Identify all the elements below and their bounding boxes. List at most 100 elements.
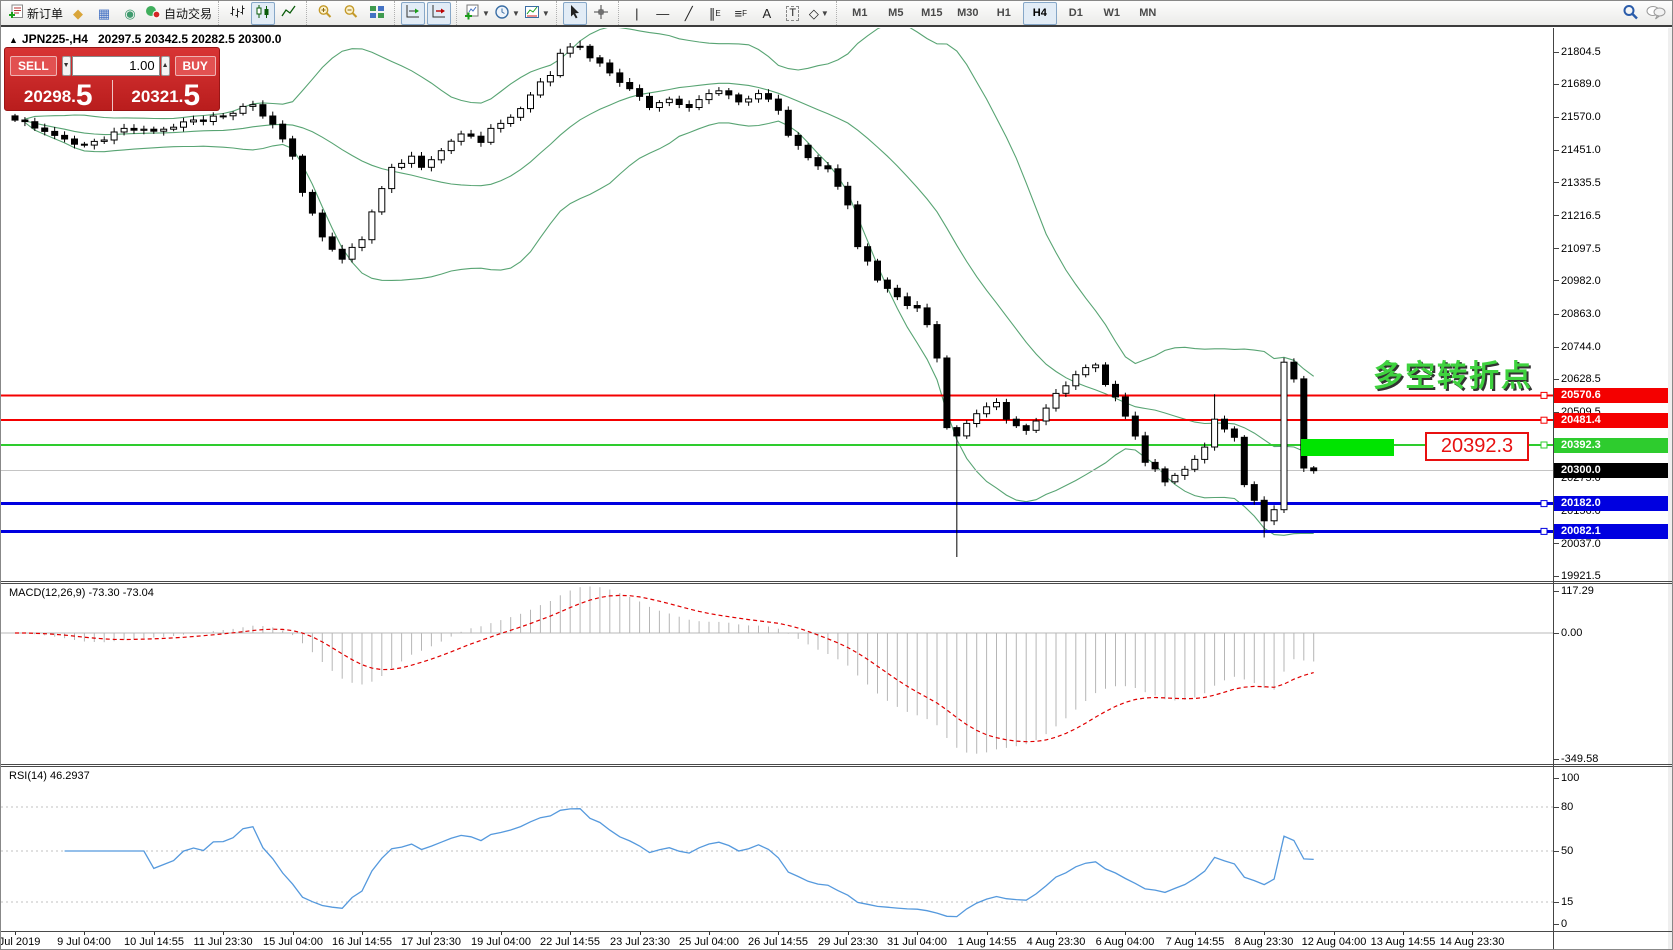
horizontal-line-icon: — <box>656 5 670 21</box>
new-order-button[interactable]: 新订单 <box>7 2 64 25</box>
bearish-candle <box>893 287 901 298</box>
timeframe-H4[interactable]: H4 <box>1022 1 1057 25</box>
sell-button[interactable]: SELL <box>10 55 57 76</box>
bearish-candle <box>338 248 346 260</box>
volume-input[interactable] <box>71 55 160 76</box>
vertical-line-icon: | <box>635 5 639 21</box>
templates-button[interactable]: ▼ <box>523 2 551 25</box>
chart-title: ▲ JPN225-,H4 20297.5 20342.5 20282.5 20300… <box>9 32 281 46</box>
bullish-candle <box>1191 458 1199 470</box>
collapse-arrow-icon[interactable]: ▲ <box>9 35 18 45</box>
chevron-down-icon[interactable]: ▼ <box>541 8 550 18</box>
price-tag: 20082.1 <box>1554 524 1669 539</box>
bullish-candle <box>745 98 753 103</box>
bollinger-middle-band[interactable] <box>24 82 1314 456</box>
chevron-down-icon[interactable]: ▼ <box>482 8 490 18</box>
new-chart-button[interactable]: ▼ <box>463 2 491 25</box>
tile-windows-icon[interactable] <box>365 2 389 25</box>
auto-scroll-icon[interactable] <box>427 1 452 25</box>
macd-axis-tick: 117.29 <box>1561 585 1594 597</box>
macd-label: MACD(12,26,9) -73.30 -73.04 <box>9 587 154 599</box>
bearish-candle <box>1151 461 1159 470</box>
text-label-icon[interactable]: T <box>781 2 805 25</box>
line-drag-handle[interactable] <box>1540 391 1548 399</box>
timeframe-M5[interactable]: M5 <box>888 7 904 19</box>
crosshair-icon[interactable] <box>589 2 613 25</box>
vertical-line-icon[interactable]: | <box>625 2 649 25</box>
periodicity-button[interactable]: ▼ <box>493 2 521 25</box>
price-callout-box[interactable]: 20392.3 <box>1425 432 1529 461</box>
zoom-out-icon[interactable] <box>339 2 363 25</box>
axis-tick-mark <box>1554 150 1559 151</box>
price-axis-tick: 21689.0 <box>1561 78 1601 90</box>
tick-chart-icon[interactable]: ◉ <box>118 2 142 25</box>
chart-shift-icon[interactable] <box>401 1 426 25</box>
bullish-candle <box>556 52 564 77</box>
main-chart-canvas[interactable] <box>1 28 1553 581</box>
trendline-icon[interactable]: ╱ <box>677 2 701 25</box>
bearish-candle <box>1290 361 1298 380</box>
bar-chart-icon[interactable] <box>225 2 249 25</box>
panel-separator[interactable] <box>1 764 1672 765</box>
timeframe-D1[interactable]: D1 <box>1068 7 1083 19</box>
charts-window-icon[interactable]: ▦ <box>92 2 116 25</box>
timeframe-M30[interactable]: M30 <box>957 7 979 19</box>
time-axis-tick-mark <box>570 932 571 935</box>
price-axis[interactable]: 21804.5 21689.0 21570.0 21451.0 21335.5 21216… <box>1553 28 1669 949</box>
timeframe-MN[interactable]: MN <box>1139 7 1157 19</box>
bullish-candle <box>209 115 217 122</box>
buy-price[interactable]: 20321 . 5 <box>113 79 220 112</box>
line-drag-handle[interactable] <box>1540 500 1548 508</box>
zoom-in-icon <box>317 4 333 23</box>
line-drag-handle[interactable] <box>1540 416 1548 424</box>
zoom-in-icon[interactable] <box>313 2 337 25</box>
fibonacci-icon[interactable]: ≡ F <box>734 5 748 21</box>
bearish-candle <box>844 185 852 206</box>
bearish-candle <box>854 204 862 248</box>
sell-price[interactable]: 20298 . 5 <box>5 79 112 112</box>
timeframe-H1[interactable]: H1 <box>996 7 1011 19</box>
arrows-icon[interactable]: ◇ ▼ <box>807 2 831 25</box>
timeframe-M15[interactable]: M15 <box>921 7 943 19</box>
buy-button[interactable]: BUY <box>174 55 216 76</box>
bollinger-lower-band[interactable] <box>24 120 1314 536</box>
rsi-panel-canvas[interactable] <box>1 767 1553 931</box>
bearish-candle <box>636 88 644 97</box>
rsi-axis-tick: 15 <box>1561 896 1574 908</box>
macd-panel-canvas[interactable] <box>1 584 1553 764</box>
line-drag-handle[interactable] <box>1540 441 1548 449</box>
chevron-down-icon[interactable]: ▼ <box>511 8 520 18</box>
symbol-timeframe-label: JPN225-,H4 <box>21 32 88 46</box>
auto-trading-button[interactable]: 自动交易 <box>144 2 213 25</box>
candlestick-chart-icon[interactable] <box>251 1 276 25</box>
bullish-candle <box>715 90 723 95</box>
turning-point-annotation[interactable]: 多空转折点 <box>1373 360 1533 393</box>
timeframe-W1[interactable]: W1 <box>1103 7 1121 19</box>
highlight-rectangle[interactable] <box>1301 439 1394 456</box>
line-drag-handle[interactable] <box>1540 527 1548 535</box>
cursor-icon <box>567 4 583 23</box>
equidistant-channel-icon[interactable]: ∥ E <box>708 5 721 21</box>
chat-icon[interactable] <box>1644 2 1668 25</box>
eraser-icon[interactable]: ◆ <box>66 2 90 25</box>
timeframe-M1[interactable]: M1 <box>852 7 868 19</box>
text-icon[interactable]: A <box>755 2 779 25</box>
volume-decrease-button[interactable]: ▼ <box>61 55 71 76</box>
bullish-candle <box>497 122 505 129</box>
cursor-icon[interactable] <box>562 1 587 25</box>
line-chart-icon[interactable] <box>277 2 301 25</box>
bullish-candle <box>408 155 416 164</box>
volume-increase-button[interactable]: ▲ <box>160 55 170 76</box>
panel-separator[interactable] <box>1 581 1672 582</box>
chevron-down-icon[interactable]: ▼ <box>820 8 829 18</box>
rsi-axis-tick: 50 <box>1561 845 1574 857</box>
buy-price-dot: . <box>178 87 184 106</box>
line-chart-icon <box>281 4 297 23</box>
bearish-candle <box>903 296 911 306</box>
horizontal-line-icon[interactable]: — <box>651 2 675 25</box>
time-axis[interactable]: 7 Jul 2019 9 Jul 04:00 10 Jul 14:55 11 Jul … <box>1 932 1553 949</box>
bullish-candle <box>378 188 386 213</box>
tick-chart-icon: ◉ <box>124 5 136 21</box>
search-icon[interactable] <box>1618 2 1642 25</box>
